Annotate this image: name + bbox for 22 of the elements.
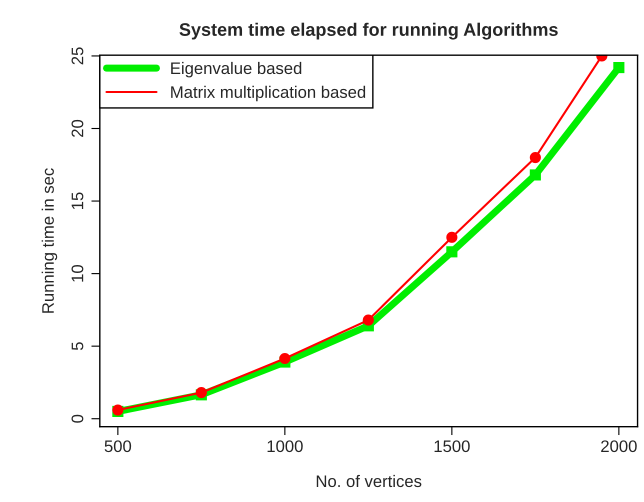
x-tick-label: 2000 xyxy=(601,440,637,452)
point xyxy=(446,232,458,243)
legend-label: Eigenvalue based xyxy=(171,62,302,78)
x-tick-label: 1500 xyxy=(434,440,470,452)
y-axis-title: Running time in sec xyxy=(42,168,58,313)
point xyxy=(530,169,541,180)
point xyxy=(613,62,624,74)
y-tick-label: 25 xyxy=(72,47,84,64)
point xyxy=(446,246,458,258)
x-tick-label: 500 xyxy=(104,440,132,452)
y-tick-label: 10 xyxy=(72,264,84,282)
y-tick-label: 15 xyxy=(72,192,84,210)
point xyxy=(279,352,290,364)
y-tick-label: 20 xyxy=(72,120,84,137)
y-tick-label: 0 xyxy=(72,414,84,423)
y-tick-label: 5 xyxy=(72,342,84,350)
x-axis-title: No. of vertices xyxy=(316,474,422,488)
x-tick-label: 1000 xyxy=(268,440,303,452)
legend-label: Matrix multiplication based xyxy=(171,86,366,102)
point xyxy=(530,152,541,164)
point xyxy=(362,314,374,326)
chart-title: System time elapsed for running Algorithms xyxy=(179,22,558,40)
